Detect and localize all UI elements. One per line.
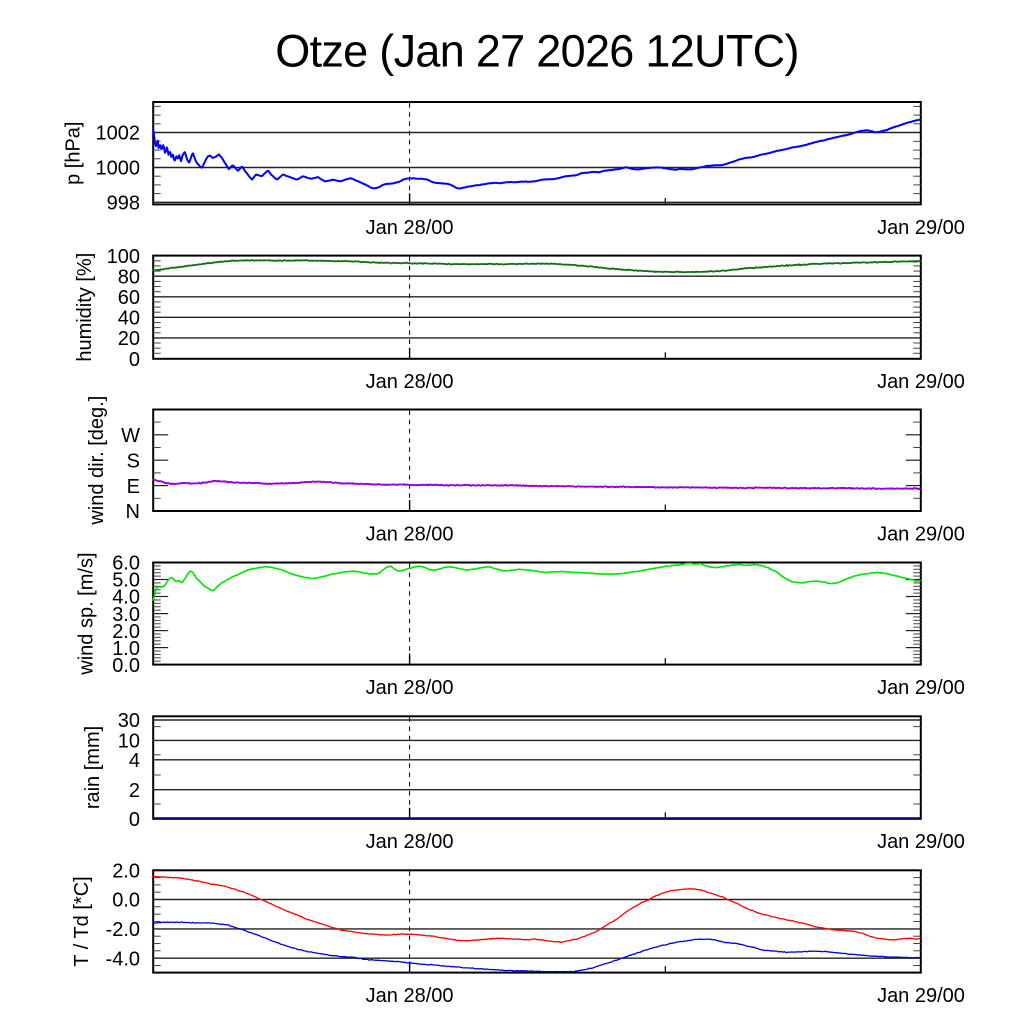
svg-text:-4.0: -4.0 xyxy=(106,948,140,970)
svg-text:998: 998 xyxy=(107,193,140,215)
svg-text:N: N xyxy=(126,501,140,523)
svg-text:30: 30 xyxy=(118,710,140,732)
svg-text:Jan 29/00: Jan 29/00 xyxy=(877,371,965,393)
svg-text:20: 20 xyxy=(118,328,140,350)
svg-text:Jan 29/00: Jan 29/00 xyxy=(877,523,965,545)
svg-text:W: W xyxy=(121,425,140,447)
svg-text:T / Td [*C]: T / Td [*C] xyxy=(71,876,93,966)
svg-text:6.0: 6.0 xyxy=(112,553,140,575)
svg-text:Jan 28/00: Jan 28/00 xyxy=(366,677,454,699)
svg-text:4.0: 4.0 xyxy=(112,587,140,609)
svg-text:Otze (Jan 27 2026 12UTC): Otze (Jan 27 2026 12UTC) xyxy=(275,26,798,77)
svg-text:p [hPa]: p [hPa] xyxy=(63,122,85,185)
svg-text:Jan 28/00: Jan 28/00 xyxy=(366,217,454,239)
svg-text:humidity [%]: humidity [%] xyxy=(74,253,96,362)
svg-text:0: 0 xyxy=(129,349,140,371)
svg-text:wind dir. [deg.]: wind dir. [deg.] xyxy=(86,396,108,526)
svg-text:-2.0: -2.0 xyxy=(106,919,140,941)
svg-text:10: 10 xyxy=(118,731,140,753)
svg-text:rain [mm]: rain [mm] xyxy=(82,726,104,809)
svg-text:Jan 28/00: Jan 28/00 xyxy=(366,371,454,393)
svg-text:0: 0 xyxy=(129,809,140,831)
svg-text:2: 2 xyxy=(129,780,140,802)
svg-text:Jan 29/00: Jan 29/00 xyxy=(877,217,965,239)
svg-text:100: 100 xyxy=(107,246,140,268)
svg-text:Jan 28/00: Jan 28/00 xyxy=(366,523,454,545)
svg-text:Jan 29/00: Jan 29/00 xyxy=(877,985,965,1007)
svg-text:40: 40 xyxy=(118,308,140,330)
svg-text:2.0: 2.0 xyxy=(112,861,140,883)
svg-text:Jan 28/00: Jan 28/00 xyxy=(366,831,454,853)
svg-text:0.0: 0.0 xyxy=(112,890,140,912)
svg-text:5.0: 5.0 xyxy=(112,570,140,592)
svg-text:S: S xyxy=(127,450,140,472)
svg-text:wind sp. [m/s]: wind sp. [m/s] xyxy=(76,552,98,675)
svg-text:E: E xyxy=(127,476,140,498)
svg-text:1000: 1000 xyxy=(96,158,141,180)
svg-text:60: 60 xyxy=(118,287,140,309)
svg-text:Jan 29/00: Jan 29/00 xyxy=(877,831,965,853)
svg-text:4: 4 xyxy=(129,750,140,772)
svg-text:Jan 29/00: Jan 29/00 xyxy=(877,677,965,699)
svg-text:80: 80 xyxy=(118,266,140,288)
svg-text:0.0: 0.0 xyxy=(112,655,140,677)
svg-text:1002: 1002 xyxy=(96,123,141,145)
svg-text:Jan 28/00: Jan 28/00 xyxy=(366,985,454,1007)
svg-text:1.0: 1.0 xyxy=(112,638,140,660)
svg-text:2.0: 2.0 xyxy=(112,621,140,643)
svg-text:3.0: 3.0 xyxy=(112,604,140,626)
